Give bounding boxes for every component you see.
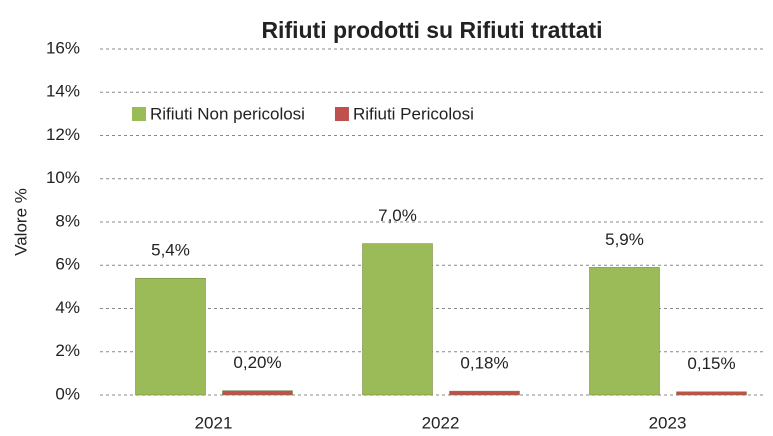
legend-swatch xyxy=(132,107,146,121)
value-label: 0,18% xyxy=(460,354,508,373)
y-tick-label: 6% xyxy=(55,255,80,274)
y-tick-label: 10% xyxy=(46,168,80,187)
y-tick-label: 16% xyxy=(46,38,80,57)
y-tick-label: 12% xyxy=(46,125,80,144)
legend-label: Rifiuti Non pericolosi xyxy=(150,104,305,123)
value-label: 7,0% xyxy=(378,206,417,225)
bar xyxy=(676,391,747,396)
chart-title: Rifiuti prodotti su Rifiuti trattati xyxy=(261,17,602,43)
y-tick-label: 2% xyxy=(55,341,80,360)
value-label: 0,20% xyxy=(233,353,281,372)
x-tick-label: 2022 xyxy=(422,413,460,432)
legend-swatch xyxy=(334,107,349,121)
bar xyxy=(222,390,293,396)
y-tick-label: 14% xyxy=(46,82,80,101)
bar xyxy=(449,390,520,396)
x-tick-label: 2021 xyxy=(195,413,233,432)
y-tick-label: 0% xyxy=(55,384,80,403)
y-axis-label: Valore % xyxy=(11,188,30,256)
value-label: 5,9% xyxy=(605,230,644,249)
value-label: 0,15% xyxy=(687,354,735,373)
legend-label: Rifiuti Pericolosi xyxy=(353,104,474,123)
bar xyxy=(589,267,660,396)
x-tick-label: 2023 xyxy=(649,413,687,432)
bar xyxy=(362,243,433,396)
y-tick-label: 8% xyxy=(55,211,80,230)
bar xyxy=(135,277,206,396)
y-tick-label: 4% xyxy=(55,298,80,317)
value-label: 5,4% xyxy=(151,241,190,260)
